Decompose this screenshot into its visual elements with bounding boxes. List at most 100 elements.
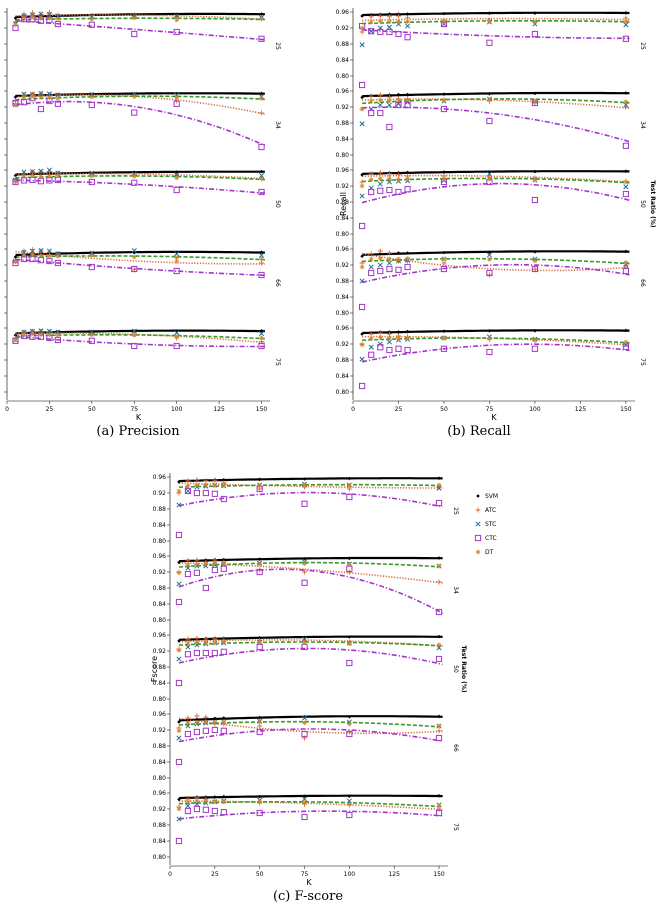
point-stc [359, 121, 365, 127]
trend-line-svm [362, 250, 630, 256]
point-dt [13, 259, 18, 265]
point-ctc [386, 123, 393, 131]
y-tick-label: 0.96 [336, 167, 350, 174]
x-tick-label: 150 [256, 406, 268, 413]
point-svm [387, 12, 392, 16]
point-stc [46, 12, 52, 18]
point-svm [487, 92, 492, 96]
x-tick-label: 50 [88, 406, 96, 413]
point-ctc [173, 342, 180, 350]
point-dt [21, 15, 27, 21]
point-svm [257, 715, 262, 720]
legend-marker-ctc [474, 534, 482, 542]
point-ctc [202, 727, 209, 734]
point-atc [386, 250, 392, 256]
point-dt [194, 482, 200, 488]
y-axis-label: Recall [339, 192, 348, 216]
point-dt [212, 719, 218, 725]
x-tick-label: 75 [130, 406, 138, 413]
panel-strip-label: 75 [452, 823, 459, 831]
point-stc [301, 636, 308, 642]
point-dt [131, 254, 137, 260]
trend-line-ctc [361, 343, 630, 363]
point-svm [177, 560, 181, 565]
x-tick-label: 75 [301, 871, 309, 878]
point-ctc [193, 805, 201, 813]
x-tick-label: 50 [440, 406, 448, 413]
point-stc [623, 22, 629, 28]
point-ctc [404, 34, 411, 41]
point-atc [185, 636, 191, 642]
point-dt [302, 561, 307, 566]
point-dt [131, 94, 137, 99]
point-ctc [173, 28, 180, 36]
point-dt [387, 256, 392, 262]
point-atc [532, 266, 538, 272]
point-ctc [346, 811, 353, 819]
point-ctc [531, 30, 539, 38]
point-stc [185, 488, 191, 494]
point-dt [38, 253, 44, 258]
point-atc [346, 729, 352, 735]
point-atc [386, 171, 392, 177]
chart-0: 25 34 50 66 75 0 25 50 75 100 125 150 K (a) Precision [4, 8, 281, 439]
point-dt [405, 256, 410, 261]
point-ctc [301, 813, 308, 821]
point-svm [13, 95, 18, 99]
y-tick-label: 0.88 [153, 664, 167, 671]
panel-50: 50 [4, 167, 281, 235]
point-atc [395, 172, 401, 178]
point-atc [185, 478, 191, 484]
y-tick-label: 0.84 [153, 680, 167, 687]
point-dt [89, 253, 95, 258]
point-svm [13, 255, 18, 259]
point-dt [221, 799, 227, 805]
point-stc [377, 341, 383, 347]
point-dt [176, 728, 182, 734]
y-tick-label: 0.96 [153, 711, 167, 718]
x-tick-label: 100 [529, 406, 541, 413]
point-atc [368, 171, 374, 177]
legend-marker-atc [475, 507, 481, 513]
point-stc [46, 248, 52, 254]
point-dt [174, 95, 179, 100]
trend-line-ctc [361, 182, 630, 204]
point-ctc [202, 489, 209, 497]
point-dt [347, 721, 352, 727]
point-ctc [440, 345, 448, 352]
y-tick-label: 0.92 [336, 183, 350, 190]
y-tick-label: 0.96 [336, 88, 350, 95]
point-atc [194, 713, 200, 719]
point-ctc [377, 109, 384, 117]
point-dt [441, 97, 447, 103]
trend-line-ctc [15, 100, 266, 147]
y-axis-label: Fscore [150, 656, 159, 682]
point-dt [176, 806, 182, 812]
y-tick-label: 0.88 [336, 278, 350, 285]
point-stc [38, 168, 44, 174]
point-dt [259, 256, 264, 262]
point-stc [368, 28, 374, 34]
point-stc [486, 252, 493, 258]
y-tick-label: 0.84 [336, 373, 350, 380]
panel-34: 34 [4, 90, 281, 156]
point-ctc [395, 101, 402, 109]
point-ctc [395, 266, 402, 273]
y-tick-label: 0.92 [153, 648, 167, 655]
point-ctc [486, 348, 493, 356]
trend-line-dt [362, 20, 630, 25]
trend-line-dt [178, 641, 443, 647]
point-atc [259, 260, 265, 266]
point-ctc [175, 598, 183, 606]
point-dt [185, 562, 191, 568]
panel-strip-label: 25 [639, 42, 646, 50]
point-dt [174, 255, 179, 261]
point-svm [437, 714, 441, 719]
trend-line-dt [178, 801, 443, 808]
point-dt [185, 799, 191, 805]
point-ctc [258, 35, 265, 42]
point-svm [533, 250, 537, 254]
point-ctc [301, 500, 308, 507]
trend-line-atc [361, 252, 630, 272]
y-tick-label: 0.84 [336, 136, 350, 143]
